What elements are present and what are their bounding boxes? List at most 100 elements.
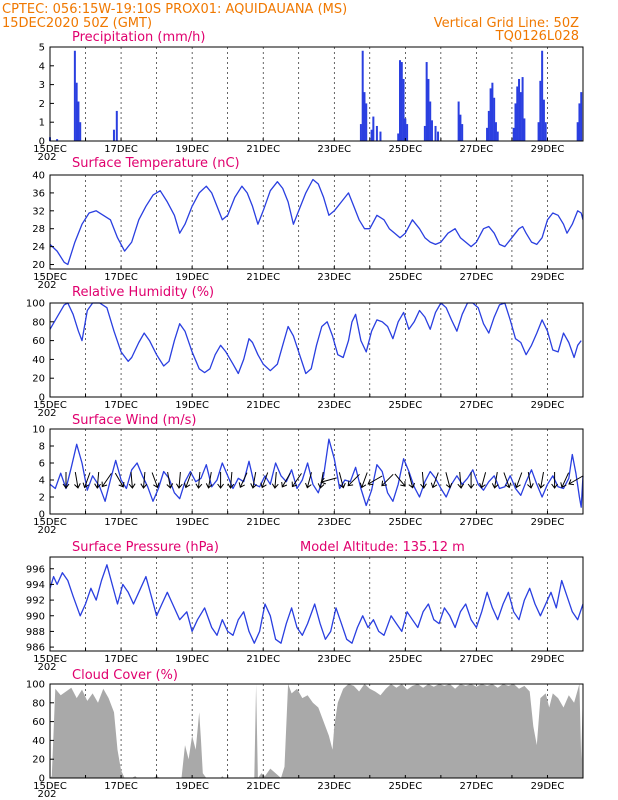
wind-arrow [62,472,70,489]
temp-ytick-label: 24 [32,242,45,253]
wind-arrow [568,475,584,486]
wind-arrow [467,472,475,489]
wind-arrow [250,472,257,489]
precip-bar [427,78,430,141]
press-xtick-label: 17DEC [104,654,138,665]
rh-xtick-label: 15DEC [33,400,67,411]
press-xtick-label: 21DEC [246,654,280,665]
precip-bar [539,80,542,141]
cloud-area [50,684,583,778]
precip-bar [370,129,373,141]
precip-year-label: 202 [37,152,56,163]
precip-bar [397,133,400,141]
precip-bar [75,82,78,141]
precip-bar [521,77,524,141]
precip-bar [496,131,499,141]
precip-bar [519,92,522,141]
wind-arrow [381,473,394,487]
precip-bar [576,122,579,141]
cloud-xtick-label: 19DEC [175,781,209,792]
precip-ytick-label: 3 [39,80,45,91]
temp-xtick-label: 21DEC [246,272,280,283]
rh-xtick-label: 23DEC [317,400,351,411]
precip-bar [514,103,517,141]
wind-arrow [457,471,465,489]
wind-arrow [514,472,523,489]
precip-bar [523,118,526,141]
precip-bar [512,127,515,141]
precip-bar [425,62,428,141]
wind-arrow [317,472,325,489]
wind-arrow [114,472,125,488]
precip-bar [459,114,462,141]
cloud-ytick-label: 0 [39,774,45,785]
wind-arrow [82,472,91,489]
wind-ytick-label: 4 [39,476,45,487]
precip-bar [518,78,521,141]
wind-arrow [305,472,312,489]
pressure-panel: Surface Pressure (hPa) Model Altitude: 1… [26,540,584,673]
wind-arrow [445,472,453,489]
rh-xtick-label: 21DEC [246,400,280,411]
rh-ytick-label: 80 [32,317,45,328]
cloud-ytick-label: 60 [32,717,45,728]
wind-arrow [503,472,512,489]
precip-bar [494,122,497,141]
rh-xtick-label: 19DEC [175,400,209,411]
wind-ytick-label: 6 [39,459,45,470]
wind-xtick-label: 15DEC [33,517,67,528]
temp-xtick-label: 29DEC [531,272,565,283]
press-ytick-label: 994 [26,580,45,591]
wind-arrow [151,472,160,489]
precip-ytick-label: 0 [39,137,45,148]
press-frame [49,556,584,652]
precip-bar [437,131,440,141]
precip-bar [461,124,464,141]
precip-xtick-label: 27DEC [460,144,494,155]
precip-bar [541,50,544,142]
precip-bar [363,92,366,141]
press-xtick-label: 29DEC [531,654,565,665]
wind-arrow [74,472,81,489]
precip-ytick-label: 2 [39,99,45,110]
precip-bar [516,86,519,141]
precip-bar [73,50,76,142]
precip-bar [542,99,545,141]
cloud-ytick-label: 20 [32,755,45,766]
cloud-xtick-label: 25DEC [388,781,422,792]
temperature-title: Surface Temperature (nC) [72,156,240,171]
wind-arrow [175,471,183,489]
wind-arrow [166,472,174,489]
precip-bar [112,129,115,141]
header-station-line: CPTEC: 056:15W-19:10S PROX01: AQUIDAUANA… [2,2,347,17]
wind-arrow [94,471,101,489]
press-year-label: 202 [37,662,56,673]
wind-arrow [205,472,213,489]
wind-arrow [320,477,337,485]
rh-ytick-label: 0 [39,393,45,404]
press-ytick-label: 996 [26,564,45,575]
precip-bar [379,131,382,141]
wind-line [49,438,584,508]
header-model-id: TQ0126L028 [495,29,579,44]
cloud-panel: Cloud Cover (%) 0 20 40 60 80 100 15DEC 17DEC 19… [26,668,584,800]
wind-arrow [101,473,112,488]
precip-bar [372,116,375,141]
temp-xtick-label: 19DEC [175,272,209,283]
press-xtick-label: 23DEC [317,654,351,665]
wind-arrow [408,472,416,489]
wind-year-label: 202 [37,525,56,536]
precip-bar [578,103,581,141]
wind-arrow [195,471,203,489]
precip-bar [375,125,378,141]
wind-arrow [128,471,136,489]
model-altitude-label: Model Altitude: 135.12 m [300,540,465,555]
wind-arrow [491,472,499,489]
press-xtick-label: 25DEC [388,654,422,665]
precip-bar [399,60,402,141]
precip-bar [486,127,489,141]
cloud-ytick-label: 40 [32,736,45,747]
humidity-title: Relative Humidity (%) [72,285,214,300]
rh-xtick-label: 29DEC [531,400,565,411]
